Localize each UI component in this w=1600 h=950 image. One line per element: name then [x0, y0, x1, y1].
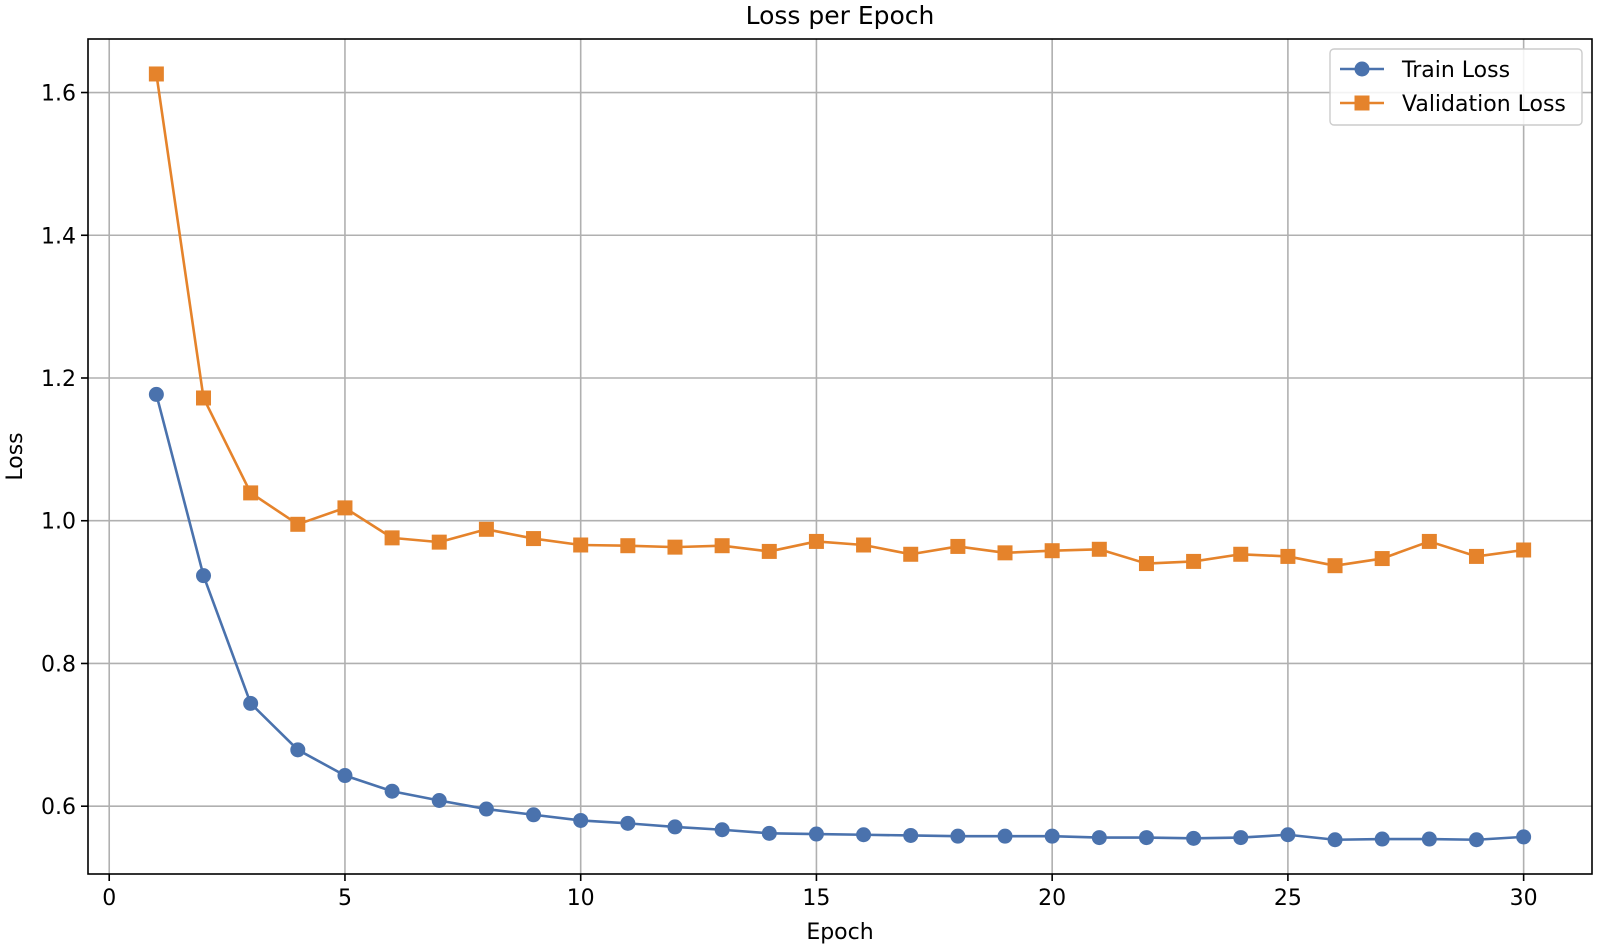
train-loss-point	[1091, 830, 1107, 846]
train-loss-point	[431, 792, 447, 808]
validation-loss-point	[997, 545, 1013, 561]
validation-loss-point	[290, 516, 306, 532]
y-tick-label: 1.0	[41, 510, 76, 535]
validation-loss-point	[620, 538, 636, 554]
train-loss-point	[903, 827, 919, 843]
validation-loss-point	[337, 500, 353, 516]
legend: Train Loss Validation Loss	[1329, 48, 1583, 126]
train-loss-point	[1374, 831, 1390, 847]
validation-loss-point	[950, 538, 966, 554]
train-loss-point	[761, 825, 777, 841]
train-loss-point	[950, 828, 966, 844]
train-loss-point	[856, 827, 872, 843]
validation-loss-point	[196, 390, 212, 406]
x-tick-label: 5	[338, 886, 352, 911]
legend-swatch-marker	[1354, 61, 1370, 77]
y-tick-label: 1.4	[41, 224, 76, 249]
train-loss-point	[620, 815, 636, 831]
train-loss-point	[1327, 832, 1343, 848]
train-loss-point	[1280, 827, 1296, 843]
legend-swatch-marker	[1354, 95, 1370, 111]
plot-frame	[87, 38, 1593, 875]
validation-loss-point	[1327, 558, 1343, 574]
train-loss-point	[1138, 830, 1154, 846]
validation-loss-series	[148, 66, 1532, 574]
y-axis-title: Loss	[3, 432, 28, 480]
validation-loss-point	[1138, 556, 1154, 572]
validation-loss-point	[243, 485, 259, 501]
train-loss-point	[1233, 830, 1249, 846]
validation-loss-point	[903, 546, 919, 562]
validation-loss-point	[856, 537, 872, 553]
train-loss-point	[1421, 831, 1437, 847]
validation-loss-point	[1421, 533, 1437, 549]
train-loss-point	[714, 822, 730, 838]
x-tick-label: 0	[102, 886, 116, 911]
x-tick-label: 15	[802, 886, 830, 911]
train-loss-point	[808, 826, 824, 842]
validation-loss-point	[148, 66, 164, 82]
validation-loss-point	[573, 537, 589, 553]
y-tick-label: 1.2	[41, 367, 76, 392]
x-axis-title: Epoch	[806, 920, 873, 945]
train-loss-point	[1516, 829, 1532, 845]
train-loss-point	[290, 742, 306, 758]
axis-ticks: 0 5 10 15 20 25 30 0.6 0.8 1.0 1.2 1.4 1.6	[41, 82, 1538, 911]
train-loss-point	[1186, 830, 1202, 846]
validation-loss-point	[526, 531, 542, 547]
series-layer	[148, 66, 1532, 848]
train-loss-point	[196, 568, 212, 584]
train-loss-point	[1044, 828, 1060, 844]
legend-item-train-loss: Train Loss	[1340, 58, 1510, 83]
validation-loss-point	[1091, 541, 1107, 557]
grid	[88, 39, 1592, 874]
legend-label: Validation Loss	[1402, 92, 1566, 117]
train-loss-point	[148, 386, 164, 402]
validation-loss-point	[1233, 546, 1249, 562]
train-loss-point	[1468, 832, 1484, 848]
train-loss-point	[667, 819, 683, 835]
y-tick-label: 0.8	[41, 652, 76, 677]
train-loss-point	[526, 807, 542, 823]
y-tick-label: 1.6	[41, 82, 76, 107]
x-tick-label: 20	[1038, 886, 1066, 911]
x-tick-label: 25	[1274, 886, 1302, 911]
train-loss-point	[337, 768, 353, 784]
validation-loss-point	[431, 534, 447, 550]
validation-loss-point	[1280, 548, 1296, 564]
validation-loss-point	[1516, 542, 1532, 558]
train-loss-line	[155, 394, 1524, 842]
validation-loss-line	[155, 73, 1524, 567]
train-loss-point	[997, 828, 1013, 844]
legend-label: Train Loss	[1401, 58, 1510, 83]
train-loss-point	[384, 783, 400, 799]
train-loss-point	[573, 812, 589, 828]
validation-loss-point	[478, 521, 494, 537]
legend-box	[1329, 48, 1583, 126]
x-tick-label: 30	[1510, 886, 1538, 911]
validation-loss-point	[714, 538, 730, 554]
validation-loss-point	[808, 533, 824, 549]
x-tick-label: 10	[567, 886, 595, 911]
validation-loss-point	[1374, 551, 1390, 567]
validation-loss-point	[1186, 553, 1202, 569]
validation-loss-point	[667, 539, 683, 555]
train-loss-series	[148, 386, 1532, 848]
chart-title: Loss per Epoch	[746, 1, 935, 30]
validation-loss-point	[761, 543, 777, 559]
validation-loss-point	[1044, 543, 1060, 559]
validation-loss-point	[384, 530, 400, 546]
y-tick-label: 0.6	[41, 795, 76, 820]
train-loss-point	[478, 801, 494, 817]
legend-item-validation-loss: Validation Loss	[1340, 92, 1566, 117]
train-loss-point	[243, 695, 259, 711]
validation-loss-point	[1468, 548, 1484, 564]
